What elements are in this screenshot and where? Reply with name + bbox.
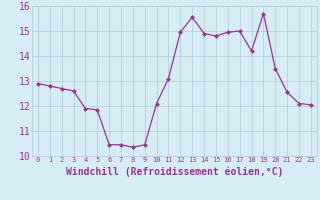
X-axis label: Windchill (Refroidissement éolien,°C): Windchill (Refroidissement éolien,°C): [66, 166, 283, 177]
